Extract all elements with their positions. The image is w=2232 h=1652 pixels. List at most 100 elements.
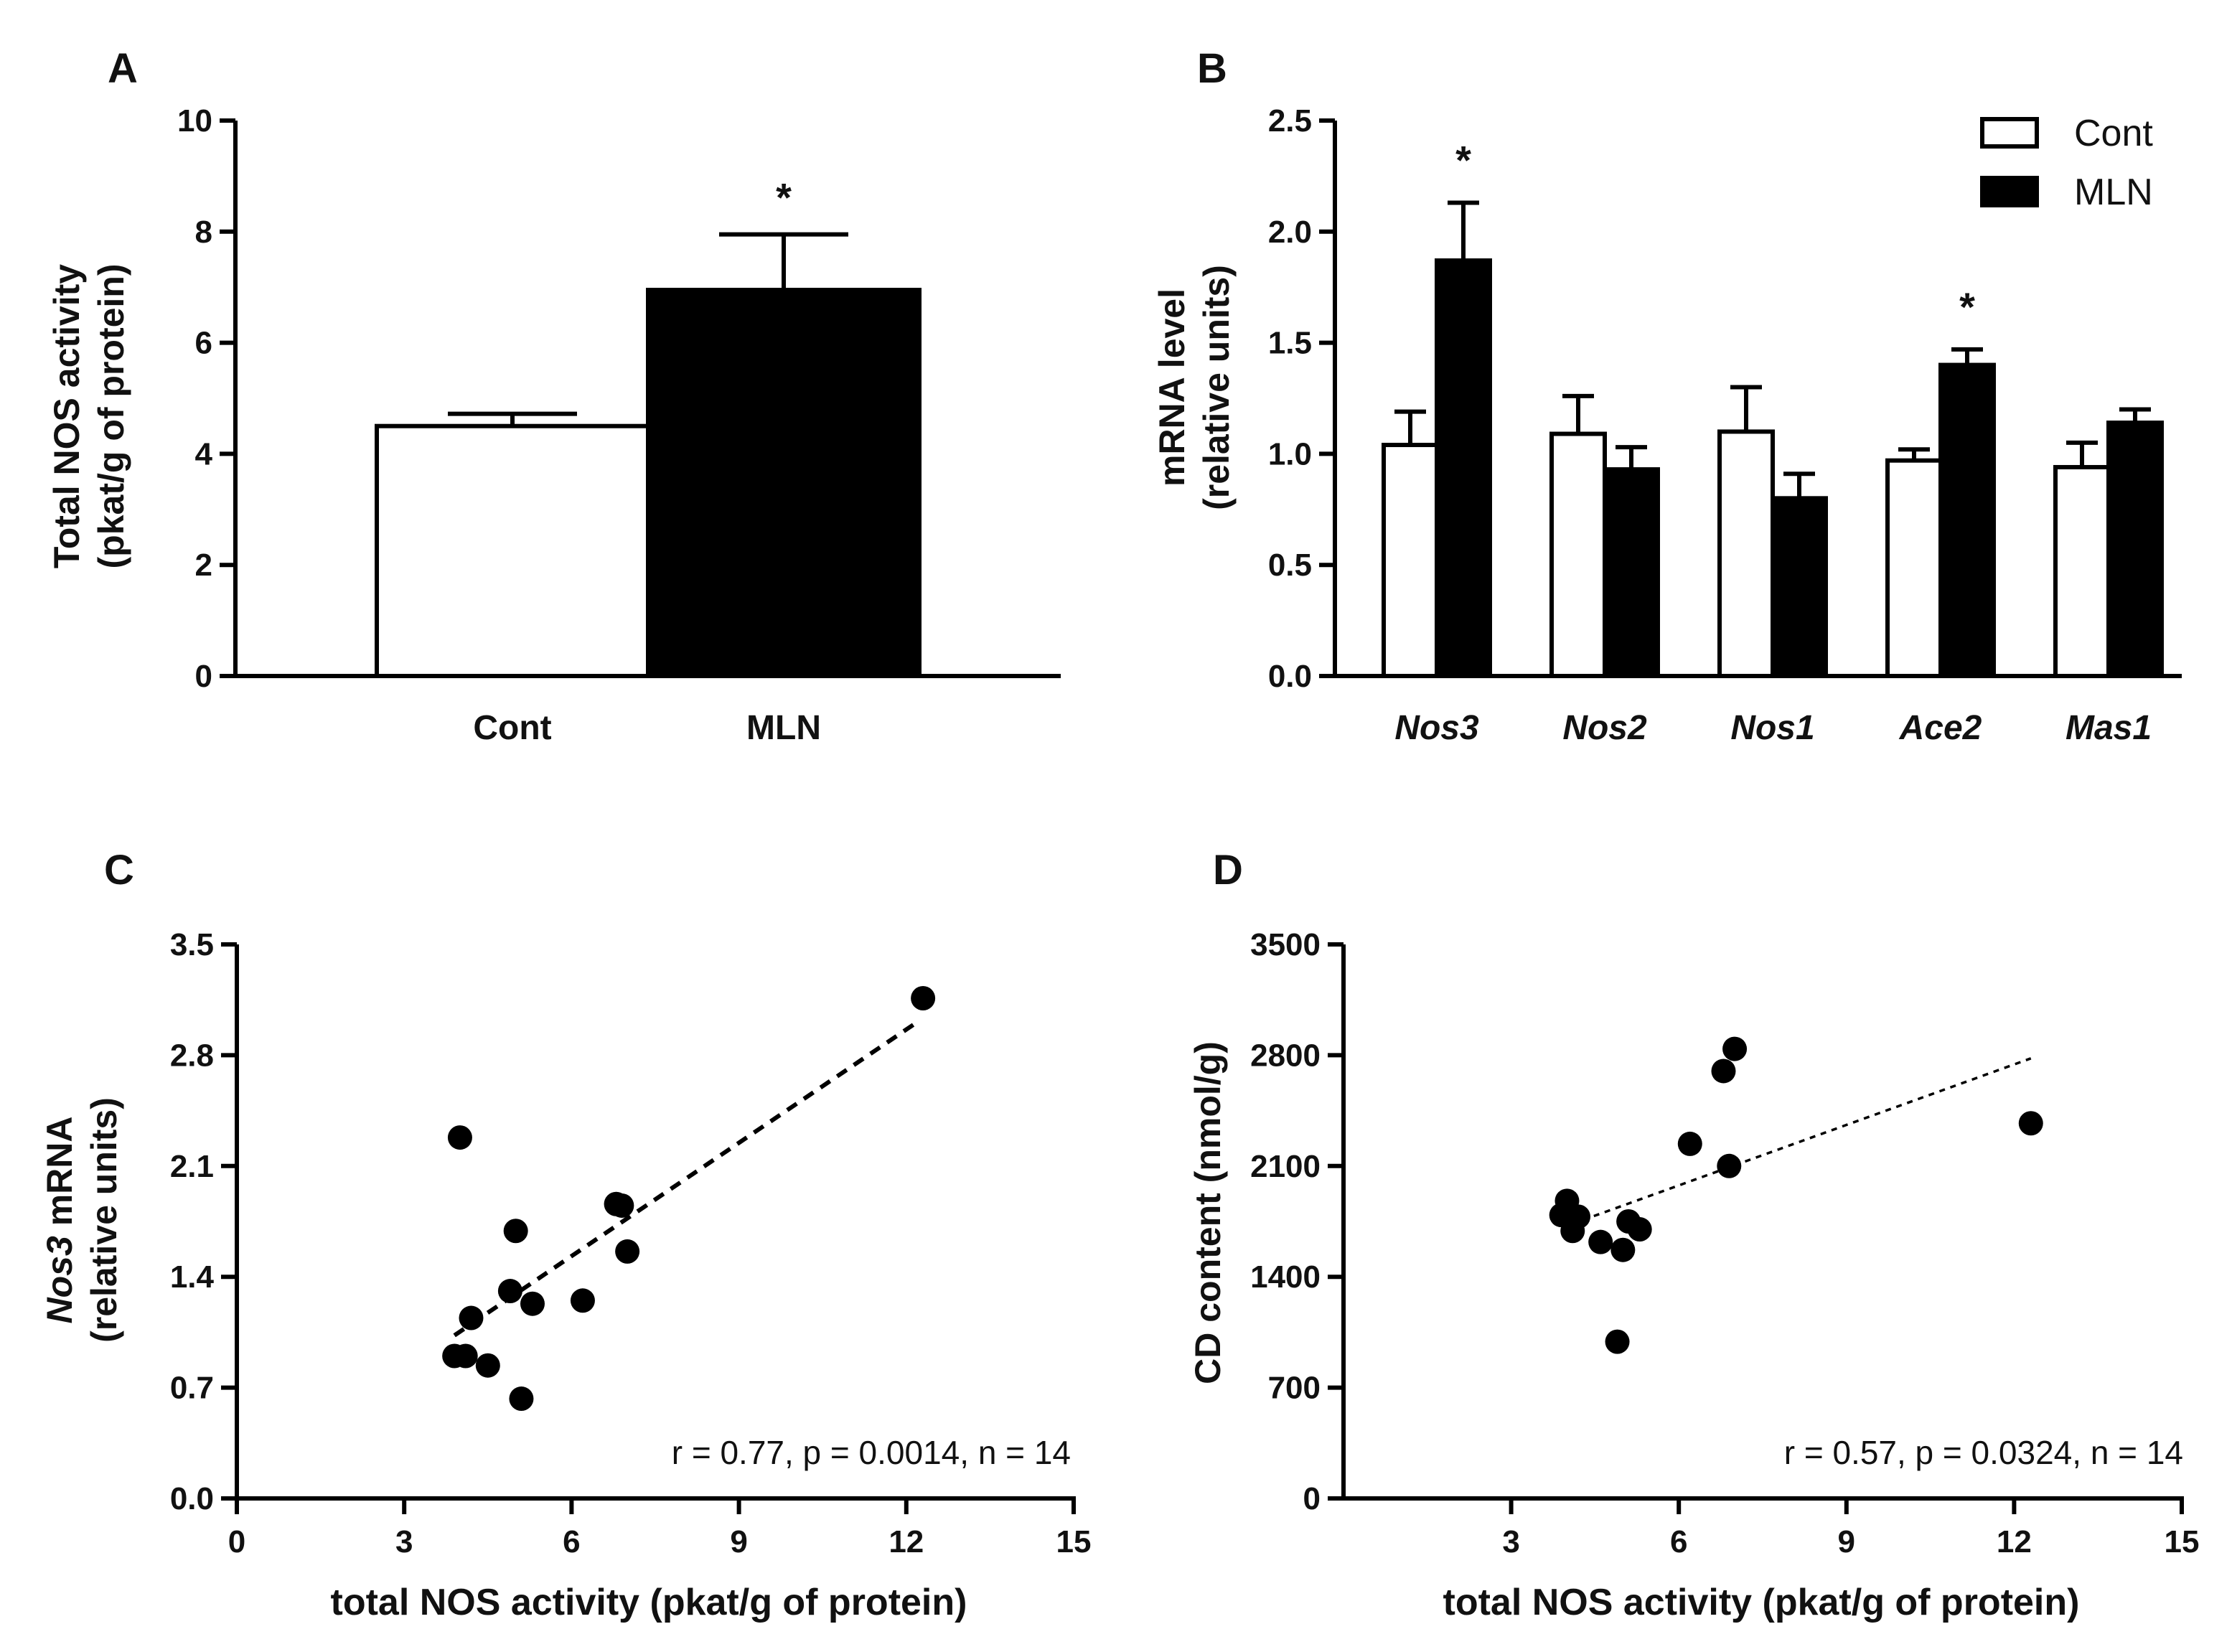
- panel-a-ylabel-line2: (pkat/g of protein): [91, 264, 131, 569]
- panel-a-y-tick-label: 4: [195, 436, 213, 471]
- panel-b-ylabel: mRNA level (relative units): [1152, 265, 1237, 510]
- panel-c-xlabel: total NOS activity (pkat/g of protein): [331, 1582, 967, 1623]
- legend-label-cont: Cont: [2074, 113, 2153, 154]
- panel-c-point: [520, 1291, 545, 1316]
- panel-d-x-tick-label: 3: [1502, 1524, 1519, 1559]
- panel-b-bar: [1603, 467, 1660, 679]
- panel-a-ylabel-line1: Total NOS activity: [47, 264, 87, 568]
- panel-d-point: [2018, 1111, 2043, 1136]
- panel-d-y-tick-label: 1400: [1250, 1259, 1321, 1295]
- panel-b-bar: [2106, 421, 2164, 679]
- panel-b-significance-star: *: [1959, 284, 1975, 329]
- panel-d-y-tick-label: 700: [1268, 1371, 1321, 1406]
- panel-c-ylabel-gene: Nos3: [39, 1236, 80, 1323]
- panel-b-legend: Cont MLN: [1980, 113, 2153, 213]
- panel-d-point: [1627, 1217, 1652, 1242]
- panel-b-category-label: Nos2: [1562, 709, 1647, 747]
- panel-b-bar: [1885, 458, 1943, 678]
- panel-c-y-tick-label: 2.8: [170, 1038, 214, 1073]
- panel-a-bar: [646, 288, 922, 678]
- panel-a-ylabel: Total NOS activity (pkat/g of protein): [47, 264, 131, 569]
- panel-b-bar: [1938, 362, 1996, 678]
- panel-d-point: [1677, 1131, 1702, 1156]
- panel-c-y-tick-label: 2.1: [170, 1149, 214, 1184]
- panel-d-ylabel: CD content (nmol/g): [1188, 1041, 1228, 1384]
- panel-c-y-tick-label: 1.4: [170, 1259, 215, 1295]
- panel-c-point: [509, 1386, 534, 1412]
- panel-d-point: [1588, 1229, 1613, 1254]
- panel-a: A Total NOS activity (pkat/g of protein)…: [47, 45, 1061, 747]
- panel-d-letter: D: [1213, 847, 1243, 893]
- panel-d-point: [1610, 1237, 1636, 1262]
- panel-c: C Nos3 mRNA (relative units) 0.0 0.7 1.4 2.…: [39, 847, 1091, 1623]
- panel-c-point: [453, 1343, 478, 1369]
- panel-b-bar: [1435, 258, 1492, 679]
- panel-b-y-tick-label: 1.0: [1268, 436, 1312, 471]
- panel-c-point: [615, 1239, 640, 1264]
- panel-b-category-label: Nos1: [1730, 709, 1814, 747]
- panel-d-xlabel: total NOS activity (pkat/g of protein): [1443, 1582, 2080, 1623]
- panel-c-x-tick-label: 6: [563, 1524, 580, 1559]
- panel-b-category-label: Nos3: [1394, 709, 1479, 747]
- panel-c-x-tick-label: 12: [888, 1524, 924, 1559]
- panel-a-y-tick-label: 8: [195, 215, 212, 250]
- panel-b-category-label: Ace2: [1899, 709, 1982, 747]
- panel-d-x-tick-label: 12: [1997, 1524, 2032, 1559]
- panel-b-bar: [1717, 429, 1775, 678]
- panel-c-plot: 0.0 0.7 1.4 2.1 2.8 3.5 0 3 6 9 12 15: [170, 927, 1092, 1559]
- svg-text:Nos3 mRNA: Nos3 mRNA: [39, 1117, 80, 1324]
- panel-a-y-tick-label: 6: [195, 326, 212, 361]
- panel-c-point: [503, 1219, 528, 1244]
- panel-b-y-tick-label: 1.5: [1268, 326, 1312, 361]
- panel-d-ylabel: CD content (nmol/g): [1188, 1041, 1228, 1384]
- panel-c-y-tick-label: 0.7: [170, 1371, 214, 1406]
- panel-c-y-tick-label: 3.5: [170, 927, 214, 962]
- panel-d-point: [1717, 1153, 1742, 1178]
- panel-d-point: [1605, 1329, 1630, 1354]
- panel-d-fit-line: [1561, 1057, 2032, 1229]
- panel-c-point: [459, 1305, 484, 1330]
- panel-a-y-tick-label: 2: [195, 548, 212, 583]
- panel-c-x-tick-label: 9: [730, 1524, 747, 1559]
- panel-d-x-tick-label: 9: [1838, 1524, 1855, 1559]
- panel-c-point: [570, 1288, 595, 1313]
- panel-c-y-tick-label: 0.0: [170, 1481, 214, 1516]
- panel-b-y-tick-label: 2.0: [1268, 215, 1312, 250]
- panel-c-ylabel: Nos3 mRNA (relative units): [39, 1097, 124, 1343]
- panel-d-point: [1711, 1059, 1736, 1084]
- panel-c-point: [911, 985, 936, 1010]
- panel-a-y-tick-label: 0: [195, 659, 212, 694]
- panel-b-bar: [1549, 431, 1607, 678]
- panel-b: B mRNA level (relative units) 0.0 0.5 1.0 1…: [1152, 45, 2182, 747]
- panel-d-point: [1722, 1036, 1748, 1061]
- panel-a-significance-star: *: [776, 175, 792, 220]
- panel-a-category-label: MLN: [746, 709, 821, 747]
- legend-swatch-cont: [1980, 117, 2039, 149]
- panel-c-point: [497, 1279, 522, 1304]
- panel-c-point: [447, 1125, 472, 1150]
- panel-c-x-tick-label: 3: [395, 1524, 413, 1559]
- panel-d-y-tick-label: 0: [1303, 1481, 1321, 1516]
- panel-d: D CD content (nmol/g) 0 700 1400 2100 2800 35…: [1188, 847, 2199, 1623]
- panel-b-significance-star: *: [1455, 138, 1471, 183]
- panel-a-plot: 0 2 4 6 8 10: [177, 103, 1061, 694]
- panel-d-y-tick-label: 3500: [1250, 927, 1321, 962]
- legend-swatch-mln: [1980, 176, 2039, 207]
- panel-b-y-tick-label: 0.5: [1268, 548, 1312, 583]
- panel-a-bar: [375, 423, 650, 678]
- panel-b-bar: [1771, 496, 1828, 678]
- panel-d-y-tick-label: 2800: [1250, 1038, 1321, 1073]
- panel-b-ylabel-line1: mRNA level: [1152, 288, 1192, 487]
- panel-d-y-tick-label: 2100: [1250, 1149, 1321, 1184]
- panel-d-point: [1566, 1204, 1591, 1229]
- panel-c-correlation: r = 0.77, p = 0.0014, n = 14: [672, 1434, 1071, 1471]
- panel-d-x-tick-label: 6: [1670, 1524, 1687, 1559]
- panel-c-letter: C: [104, 847, 134, 893]
- legend-label-mln: MLN: [2074, 172, 2153, 213]
- panel-a-y-tick-label: 10: [177, 103, 212, 139]
- panel-c-x-tick-label: 0: [228, 1524, 245, 1559]
- panel-a-letter: A: [108, 45, 138, 92]
- panel-c-x-tick-label: 15: [1056, 1524, 1092, 1559]
- panel-b-bar: [2053, 464, 2111, 678]
